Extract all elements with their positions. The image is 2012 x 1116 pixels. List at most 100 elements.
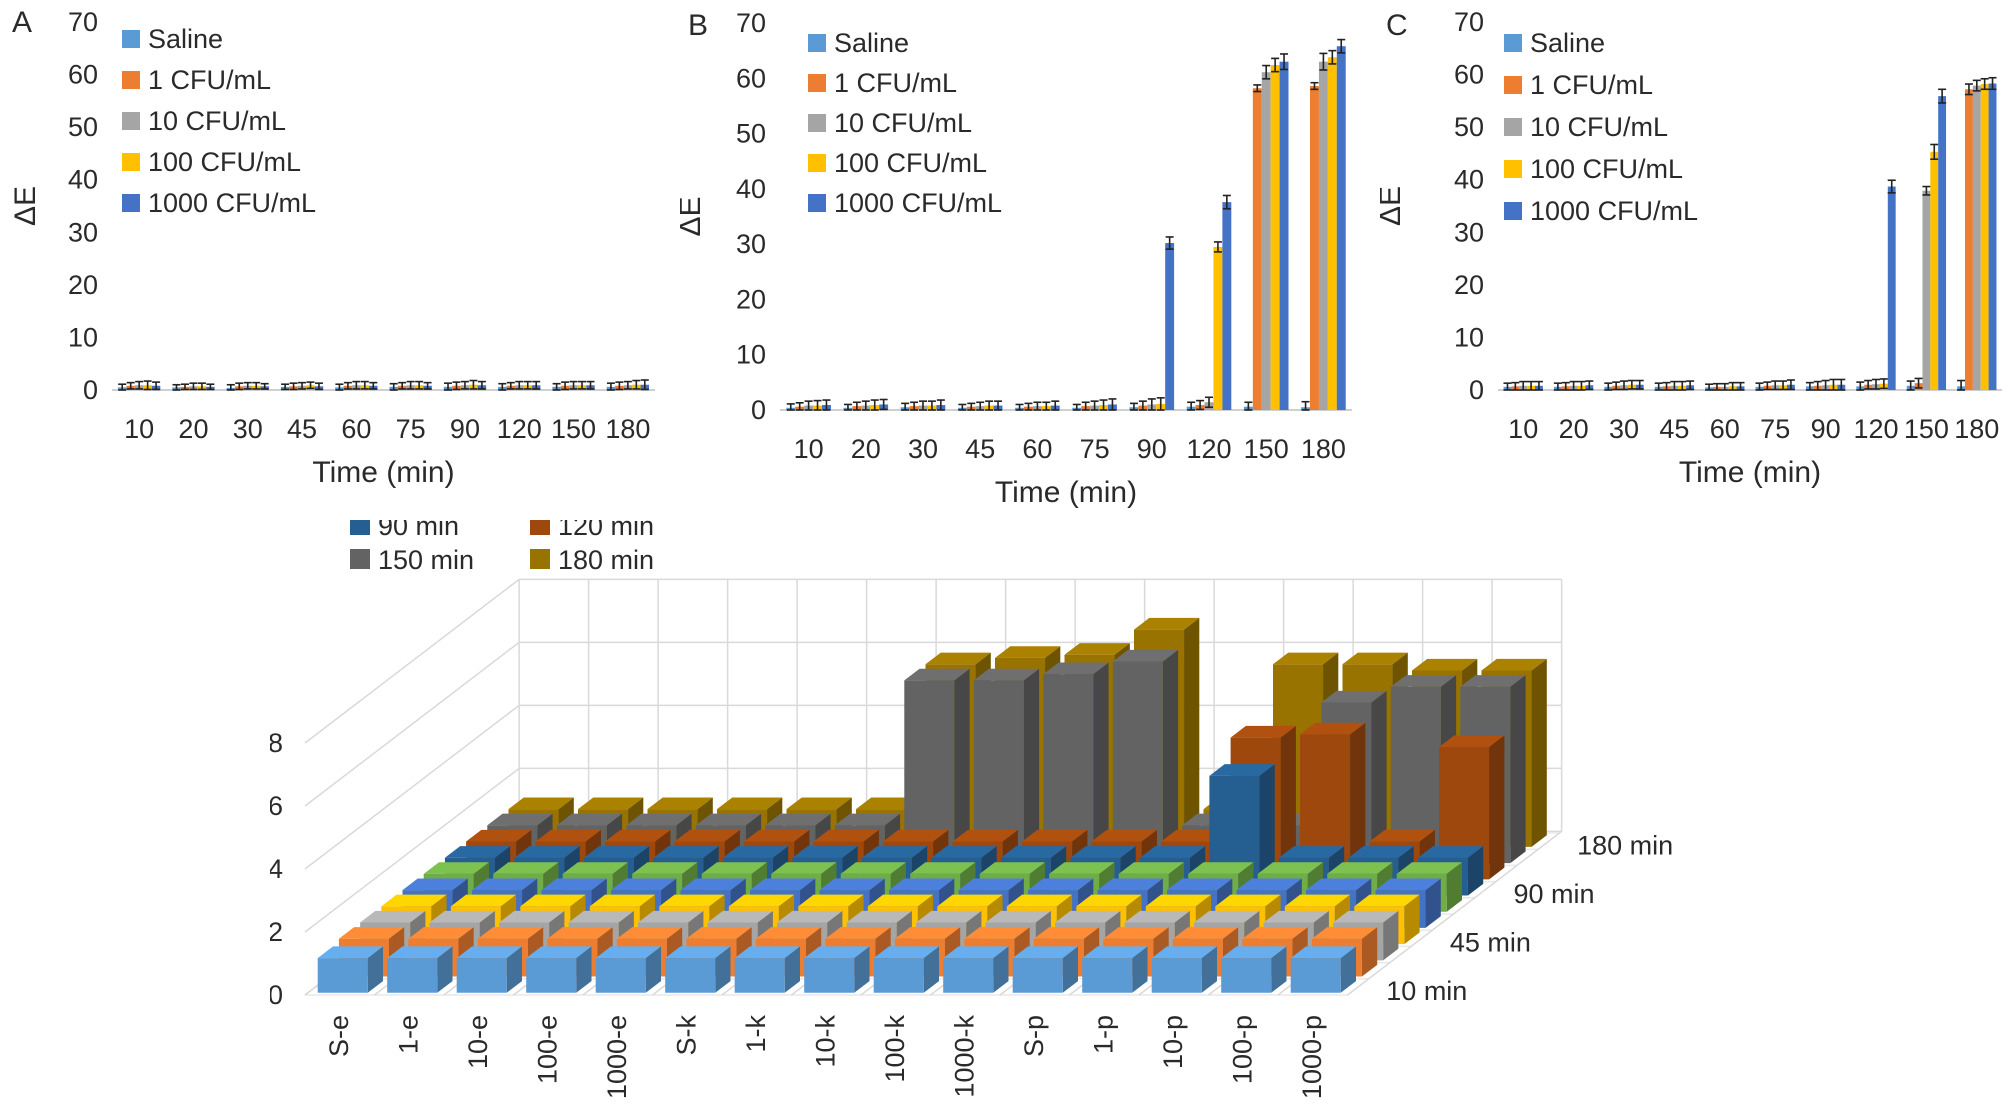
bar-top: [958, 878, 1024, 891]
legend-swatch: [808, 154, 826, 172]
bar-top: [786, 797, 852, 810]
bar-top: [659, 894, 725, 907]
bar-top: [493, 862, 559, 874]
bar-top: [1209, 764, 1275, 776]
legend-label: 180 min: [558, 545, 654, 575]
category-label: 10-e: [463, 1015, 493, 1069]
panel-label: B: [688, 9, 708, 42]
bar-top: [562, 862, 629, 874]
bar-top: [605, 829, 671, 842]
x-tick-label: 180: [1954, 414, 1999, 444]
bar-top: [888, 878, 955, 891]
bar-side: [1162, 649, 1179, 864]
bar-top: [819, 878, 885, 891]
bar-top: [1033, 927, 1100, 939]
bar-top: [665, 946, 731, 959]
bar-top: [1460, 675, 1526, 687]
bar-top: [707, 910, 773, 923]
legend-swatch: [808, 194, 826, 212]
legend-swatch: [122, 153, 140, 171]
bar-top: [1006, 894, 1073, 907]
legend-swatch: [1504, 34, 1522, 52]
y-tick-label: 0: [751, 395, 766, 425]
bar-top: [1070, 846, 1136, 858]
legend-label: 100 CFU/mL: [1530, 154, 1683, 184]
legend-swatch: [808, 114, 826, 132]
bar-top: [765, 813, 831, 826]
bar-top: [1230, 725, 1296, 738]
category-label: S-p: [1019, 1015, 1049, 1057]
bar-side: [1510, 675, 1526, 864]
bar-top: [360, 910, 426, 923]
bar-top: [1022, 829, 1088, 842]
legend-label: 1 CFU/mL: [148, 65, 271, 95]
legend-swatch: [350, 520, 370, 535]
bar-top: [674, 829, 740, 842]
bar-top: [499, 910, 565, 923]
bar-side: [576, 946, 592, 993]
bar-side: [923, 946, 940, 993]
bar: [1310, 86, 1319, 411]
y-tick-label: 0: [1469, 375, 1484, 405]
bar-top: [1439, 735, 1505, 748]
x-tick-label: 20: [178, 414, 208, 444]
legend-swatch: [530, 549, 550, 569]
bar-top: [834, 813, 901, 826]
legend-label: 1 CFU/mL: [834, 68, 957, 98]
bar-top: [1172, 927, 1239, 939]
x-axis-title: Time (min): [995, 476, 1137, 509]
bar-top: [861, 846, 928, 858]
bar-side: [1132, 946, 1148, 993]
bar-side: [367, 946, 384, 993]
bar-top: [647, 797, 713, 810]
bar-top: [556, 813, 623, 826]
bar-top: [771, 862, 837, 874]
bar: [1938, 96, 1947, 390]
bar-top: [1049, 862, 1115, 874]
bar-top: [508, 797, 574, 810]
bar-top: [1215, 894, 1281, 907]
bar-top: [1221, 946, 1287, 959]
bar-top: [1194, 910, 1260, 923]
bar: [1327, 57, 1337, 411]
bar-front: [873, 958, 924, 993]
bar-side: [715, 946, 731, 993]
bar-top: [520, 894, 586, 907]
y-tick-label: 50: [736, 119, 766, 149]
bar-top: [1082, 946, 1148, 959]
bar-top: [804, 946, 870, 959]
bar-top: [547, 927, 613, 939]
x-tick-label: 75: [1080, 434, 1110, 464]
bar-top: [338, 927, 405, 939]
bar-side: [1340, 946, 1357, 993]
bar-front: [1300, 734, 1351, 880]
bar-side: [1383, 910, 1399, 961]
x-tick-label: 10: [794, 434, 824, 464]
y-tick-label: 60: [68, 60, 98, 90]
legend-label: 90 min: [378, 520, 459, 541]
legend-label: Saline: [148, 24, 223, 54]
y-tick-label: 50: [1454, 112, 1484, 142]
bar-top: [931, 846, 997, 858]
bar-top: [477, 927, 544, 939]
bar-top: [466, 829, 532, 842]
legend-label: 100 CFU/mL: [834, 148, 987, 178]
bar-top: [1055, 910, 1121, 923]
legend-label: 1000 CFU/mL: [1530, 196, 1698, 226]
x-tick-label: 180: [605, 414, 650, 444]
legend-label: 1000 CFU/mL: [834, 188, 1002, 218]
panel-d-3d-chart: 02468G/BDS-e1-e10-e100-e1000-eS-k1-k10-k…: [270, 520, 1673, 1099]
x-tick-label: 150: [1904, 414, 1949, 444]
bar-top: [595, 946, 662, 959]
bar-side: [1371, 690, 1387, 864]
bar: [1261, 72, 1271, 410]
bar-top: [387, 946, 453, 959]
category-label: 100-p: [1227, 1015, 1257, 1084]
y-tick-label: 40: [68, 165, 98, 195]
z-tick-label: 0: [270, 980, 283, 1010]
bar-top: [1390, 675, 1457, 687]
y-axis-title: ΔE: [680, 196, 707, 236]
bar-top: [632, 862, 698, 874]
bar-top: [964, 927, 1030, 939]
bar-front: [665, 958, 716, 993]
